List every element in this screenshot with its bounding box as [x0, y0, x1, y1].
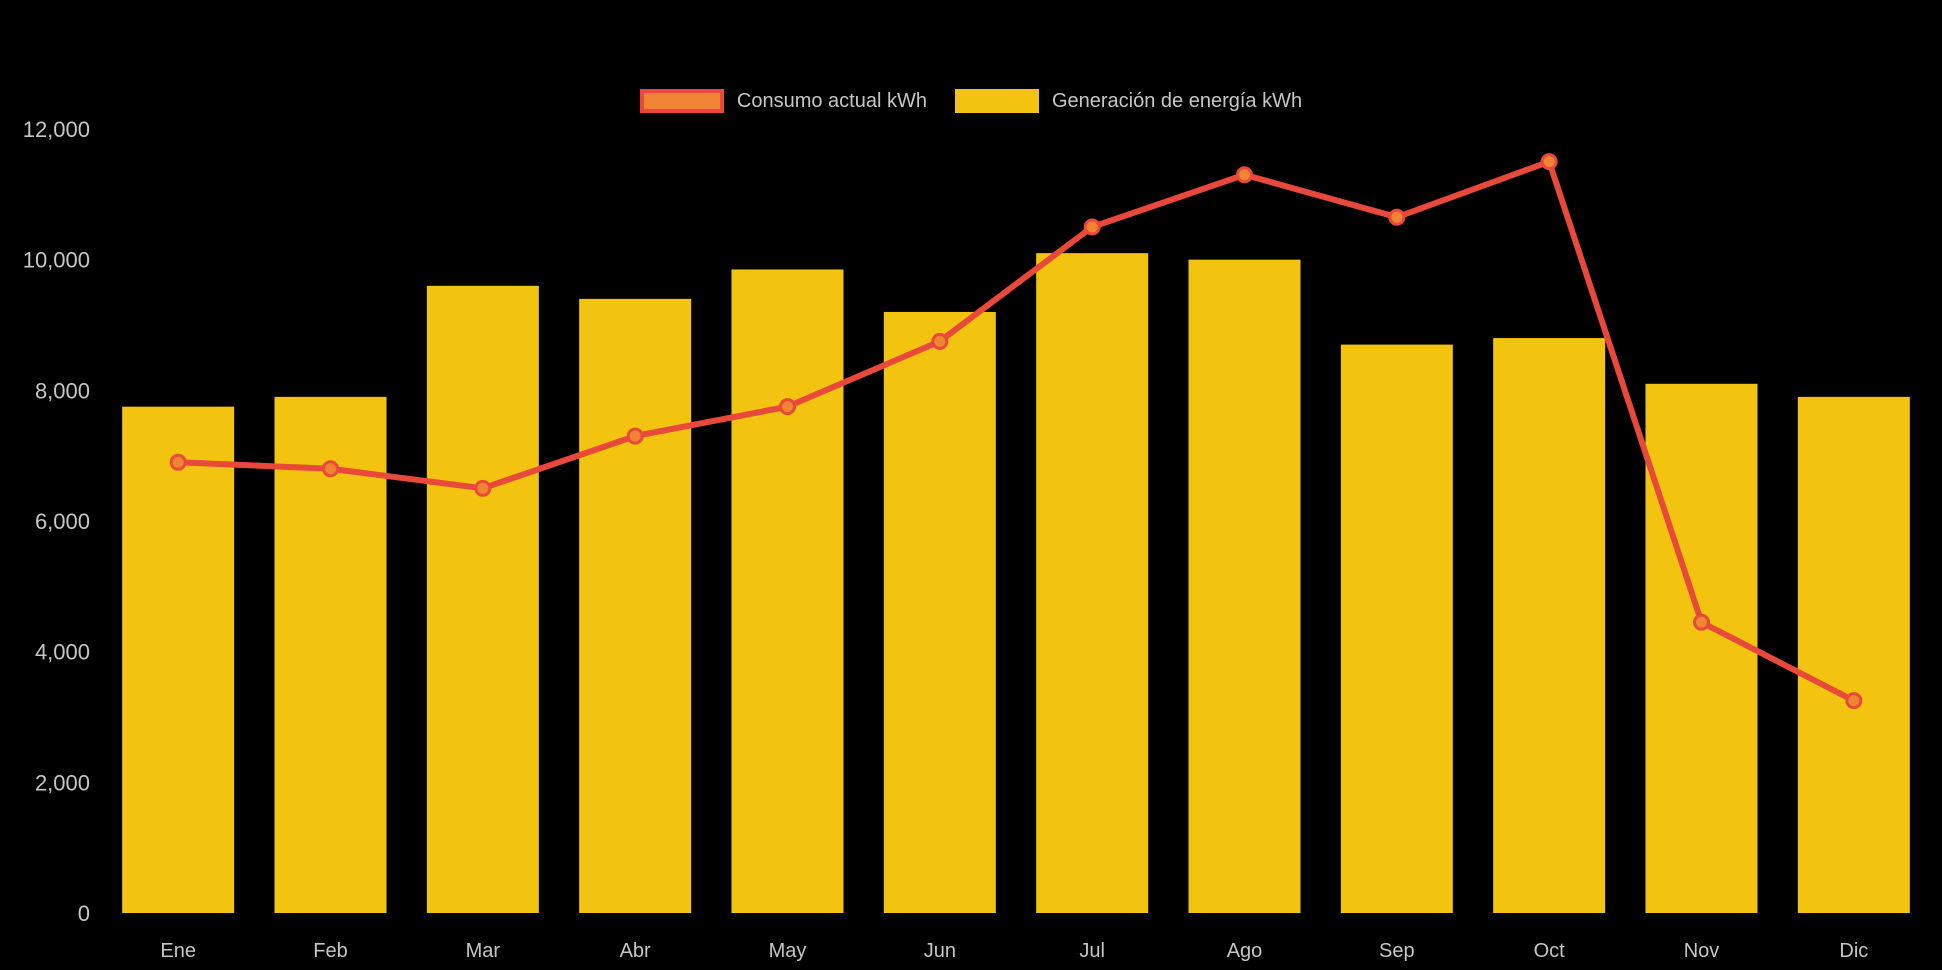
- consumo-point[interactable]: [1540, 153, 1558, 171]
- x-axis-tick-label: Sep: [1379, 940, 1415, 962]
- y-axis-tick-label: 12,000: [23, 117, 90, 142]
- generacion-bar[interactable]: [426, 285, 539, 913]
- consumo-point[interactable]: [1083, 218, 1101, 236]
- generacion-bar[interactable]: [731, 269, 844, 913]
- consumo-point[interactable]: [1236, 166, 1253, 184]
- y-axis-tick-label: 10,000: [23, 248, 90, 273]
- legend-item-generacion[interactable]: Generación de energía kWh: [954, 89, 1303, 113]
- x-axis-tick-label: Oct: [1534, 940, 1566, 962]
- y-axis-tick-label: 0: [78, 901, 90, 926]
- consumo-point[interactable]: [474, 479, 492, 497]
- y-axis-tick-label: 4,000: [35, 640, 90, 665]
- chart-legend: Consumo actual kWh Generación de energía…: [0, 89, 1942, 113]
- legend-item-consumo[interactable]: Consumo actual kWh: [639, 89, 927, 113]
- consumo-point[interactable]: [322, 460, 339, 478]
- consumo-point[interactable]: [931, 332, 949, 350]
- x-axis-tick-label: Dic: [1839, 940, 1868, 962]
- generacion-bar[interactable]: [1340, 344, 1453, 914]
- generacion-bar[interactable]: [579, 298, 692, 913]
- generacion-bar[interactable]: [122, 406, 235, 913]
- generacion-bar[interactable]: [1036, 253, 1149, 914]
- legend-label-consumo: Consumo actual kWh: [736, 89, 927, 112]
- y-axis-tick-label: 2,000: [35, 770, 90, 795]
- x-axis-tick-label: Feb: [313, 940, 347, 962]
- y-axis-tick-label: 8,000: [35, 378, 90, 403]
- consumo-point[interactable]: [1693, 613, 1710, 631]
- x-axis-tick-label: Jun: [924, 940, 956, 962]
- consumo-point[interactable]: [1388, 208, 1406, 226]
- generacion-bar[interactable]: [883, 311, 996, 913]
- generacion-bar[interactable]: [1797, 396, 1910, 913]
- generacion-series-swatch-icon: [954, 89, 1039, 113]
- consumo-point[interactable]: [626, 427, 644, 445]
- consumo-series-swatch-icon: [639, 89, 724, 113]
- consumo-point[interactable]: [169, 453, 187, 471]
- x-axis-tick-label: Jul: [1079, 940, 1105, 962]
- y-axis-tick-label: 6,000: [35, 509, 90, 534]
- x-axis-tick-label: Abr: [620, 940, 651, 962]
- generacion-bar[interactable]: [1493, 338, 1606, 914]
- generacion-bar[interactable]: [1188, 259, 1301, 914]
- x-axis-tick-label: May: [769, 940, 807, 962]
- consumo-line: [175, 158, 1857, 704]
- generacion-bar[interactable]: [1645, 383, 1758, 913]
- generacion-bar[interactable]: [274, 396, 387, 913]
- x-axis-tick-label: Nov: [1684, 940, 1720, 962]
- consumo-point[interactable]: [779, 398, 796, 416]
- x-axis-tick-label: Ene: [160, 940, 196, 962]
- legend-label-generacion: Generación de energía kWh: [1051, 89, 1303, 112]
- x-axis-tick-label: Ago: [1227, 940, 1263, 962]
- consumo-point[interactable]: [1845, 692, 1863, 710]
- x-axis-tick-label: Mar: [466, 940, 501, 962]
